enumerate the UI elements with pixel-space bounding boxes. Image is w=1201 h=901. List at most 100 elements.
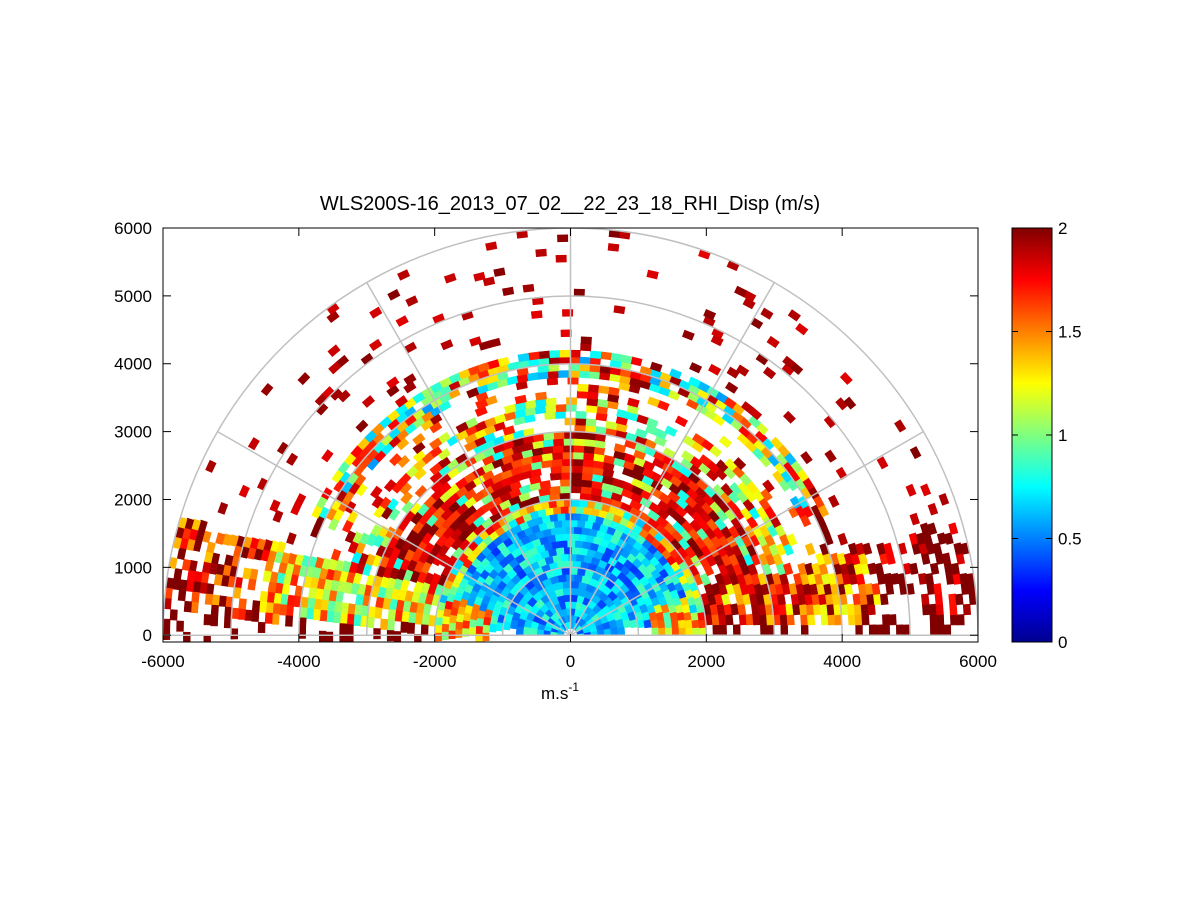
- data-cell: [580, 336, 592, 345]
- data-cell: [347, 540, 359, 554]
- data-cell: [211, 594, 220, 606]
- data-cell: [572, 451, 584, 460]
- data-cell: [740, 401, 755, 414]
- colorbar-tick-label: 1: [1058, 426, 1067, 445]
- data-cell: [556, 512, 566, 521]
- data-cell: [843, 583, 854, 595]
- data-cell: [326, 310, 340, 324]
- data-cell: [307, 587, 317, 600]
- data-cell: [570, 587, 580, 596]
- data-cell: [400, 491, 413, 505]
- data-cell: [244, 609, 253, 621]
- data-cell: [297, 372, 311, 386]
- data-cell: [909, 512, 920, 526]
- data-cell: [204, 593, 214, 606]
- data-cell: [238, 598, 247, 610]
- data-cell: [517, 352, 530, 363]
- heatmap-cells: [163, 229, 978, 642]
- data-cell: [689, 362, 703, 374]
- x-axis-label: m.s-1: [541, 680, 579, 703]
- data-cell: [257, 621, 266, 634]
- data-cell: [586, 391, 599, 400]
- data-cell: [346, 613, 355, 626]
- data-cell: [570, 594, 578, 603]
- data-cell: [766, 335, 780, 349]
- data-cell: [883, 572, 893, 585]
- data-cell: [955, 593, 964, 606]
- data-cell: [671, 626, 680, 636]
- data-cell: [737, 603, 747, 616]
- data-cell: [669, 368, 682, 380]
- data-cell: [956, 614, 965, 626]
- data-cell: [331, 469, 344, 484]
- data-cell: [434, 632, 442, 642]
- data-cell: [720, 482, 734, 497]
- data-cell: [871, 583, 881, 595]
- data-cell: [552, 506, 562, 515]
- data-cell: [577, 383, 589, 392]
- data-cell: [177, 589, 187, 602]
- x-tick-label: 2000: [687, 652, 725, 671]
- colorbar-tick-label: 0: [1058, 633, 1067, 652]
- data-cell: [724, 458, 738, 472]
- data-cell: [269, 499, 281, 513]
- data-cell: [173, 568, 183, 581]
- data-cell: [712, 624, 721, 636]
- data-cell: [861, 614, 870, 626]
- data-cell: [876, 456, 889, 470]
- data-cell: [782, 410, 796, 424]
- data-cell: [613, 443, 627, 454]
- data-cell: [567, 376, 579, 385]
- data-cell: [412, 432, 426, 446]
- data-cell: [846, 603, 856, 616]
- axes: [162, 227, 979, 643]
- x-tick-labels: -6000 -4000 -2000 0 2000 4000 6000: [141, 652, 997, 671]
- data-cell: [354, 593, 365, 606]
- data-cell: [905, 483, 917, 497]
- data-cell: [789, 495, 802, 510]
- colorbar-tick-label: 1.5: [1058, 323, 1082, 342]
- data-cell: [386, 384, 400, 398]
- y-tick-label: 0: [143, 626, 152, 645]
- data-cell: [847, 614, 856, 626]
- data-cell: [934, 593, 944, 606]
- data-cell: [341, 519, 354, 533]
- data-cell: [555, 254, 567, 263]
- data-cell: [551, 444, 564, 454]
- data-cell: [691, 619, 700, 629]
- data-cell: [443, 273, 457, 284]
- data-cell: [583, 445, 595, 454]
- data-cell: [715, 459, 729, 473]
- data-cell: [557, 370, 569, 378]
- data-cell: [888, 614, 897, 626]
- data-cell: [502, 286, 515, 296]
- data-cell: [285, 604, 294, 617]
- data-cell: [938, 493, 950, 506]
- data-cell: [190, 601, 199, 614]
- data-cell: [559, 553, 569, 562]
- y-tick-label: 6000: [114, 219, 152, 238]
- y-tick-label: 1000: [114, 558, 152, 577]
- data-cell: [580, 343, 592, 352]
- data-cell: [550, 465, 563, 474]
- data-cell: [475, 625, 483, 635]
- data-cell: [613, 305, 626, 315]
- data-cell: [559, 505, 569, 514]
- data-cell: [895, 624, 904, 636]
- data-cell: [461, 620, 470, 630]
- data-cell: [319, 609, 328, 622]
- data-cell: [862, 542, 873, 556]
- data-cell: [853, 603, 863, 616]
- y-tick-label: 5000: [114, 287, 152, 306]
- data-cell: [703, 309, 717, 321]
- data-cell: [779, 613, 788, 626]
- data-cell: [429, 462, 443, 476]
- data-cell: [573, 438, 585, 447]
- data-cell: [579, 513, 589, 522]
- data-cell: [469, 336, 482, 347]
- data-cell: [572, 444, 585, 453]
- data-cell: [670, 618, 680, 629]
- data-cell: [567, 553, 577, 562]
- data-cell: [664, 425, 678, 437]
- data-cell: [373, 628, 381, 640]
